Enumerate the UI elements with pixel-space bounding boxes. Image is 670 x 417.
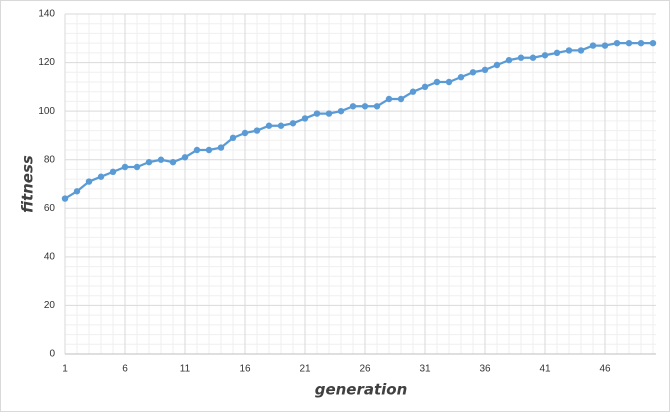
x-tick-label: 1: [62, 364, 68, 375]
data-point: [421, 83, 429, 91]
x-tick-label: 46: [599, 364, 611, 375]
y-tick-label: 100: [38, 106, 55, 117]
data-point: [121, 163, 129, 171]
data-point: [565, 47, 573, 54]
data-point: [517, 54, 525, 61]
y-tick-label: 0: [49, 349, 55, 360]
data-point: [253, 127, 261, 134]
data-point: [409, 88, 417, 95]
data-point: [301, 115, 309, 122]
x-tick-label: 21: [299, 364, 311, 375]
data-point: [265, 122, 273, 129]
data-point: [493, 61, 501, 69]
data-point: [349, 103, 357, 110]
data-point: [553, 49, 561, 57]
data-point: [373, 103, 381, 110]
data-point: [481, 66, 489, 74]
data-point: [337, 107, 345, 115]
data-point: [637, 39, 645, 47]
data-point: [613, 39, 621, 47]
x-tick-label: 31: [419, 364, 431, 375]
data-point: [649, 39, 657, 47]
x-tick-label: 36: [479, 364, 491, 375]
data-point: [625, 39, 633, 47]
x-tick-label: 16: [239, 364, 251, 375]
data-point: [469, 69, 477, 76]
data-point: [325, 110, 333, 117]
plot: [61, 39, 657, 202]
y-tick-label: 60: [44, 203, 56, 214]
data-point: [85, 178, 93, 185]
data-point: [145, 158, 153, 166]
data-point: [589, 42, 597, 49]
x-axis-title: generation: [315, 381, 408, 399]
data-point: [385, 95, 393, 103]
data-point: [457, 73, 465, 81]
data-point: [433, 78, 441, 86]
y-tick-label: 40: [44, 251, 56, 262]
y-axis-title: fitness: [19, 155, 37, 213]
data-point: [397, 95, 405, 103]
data-point: [61, 195, 69, 202]
data-point: [361, 103, 369, 110]
data-point: [217, 144, 225, 151]
data-point: [577, 47, 585, 54]
data-point: [289, 120, 297, 127]
data-point: [109, 168, 117, 176]
data-point: [193, 146, 201, 154]
data-point: [445, 78, 453, 86]
data-point: [541, 52, 549, 59]
data-point: [205, 146, 213, 154]
y-tick-label: 120: [38, 57, 55, 68]
y-tick-label: 80: [44, 154, 56, 165]
y-tick-label: 20: [44, 300, 56, 311]
data-point: [169, 158, 177, 166]
data-point: [529, 54, 537, 61]
x-tick-label: 41: [539, 364, 551, 375]
data-point: [313, 110, 321, 117]
data-point: [241, 129, 249, 137]
data-point: [73, 188, 81, 195]
data-point: [97, 173, 105, 180]
x-tick-label: 6: [122, 364, 128, 375]
data-point: [181, 154, 189, 161]
data-point: [133, 163, 141, 171]
data-point: [229, 134, 237, 142]
data-point: [505, 56, 513, 64]
data-point: [277, 122, 285, 129]
x-tick-label: 26: [359, 364, 371, 375]
data-point: [601, 42, 609, 49]
data-point: [157, 156, 165, 163]
y-tick-label: 140: [38, 9, 55, 20]
x-tick-label: 11: [180, 364, 191, 375]
